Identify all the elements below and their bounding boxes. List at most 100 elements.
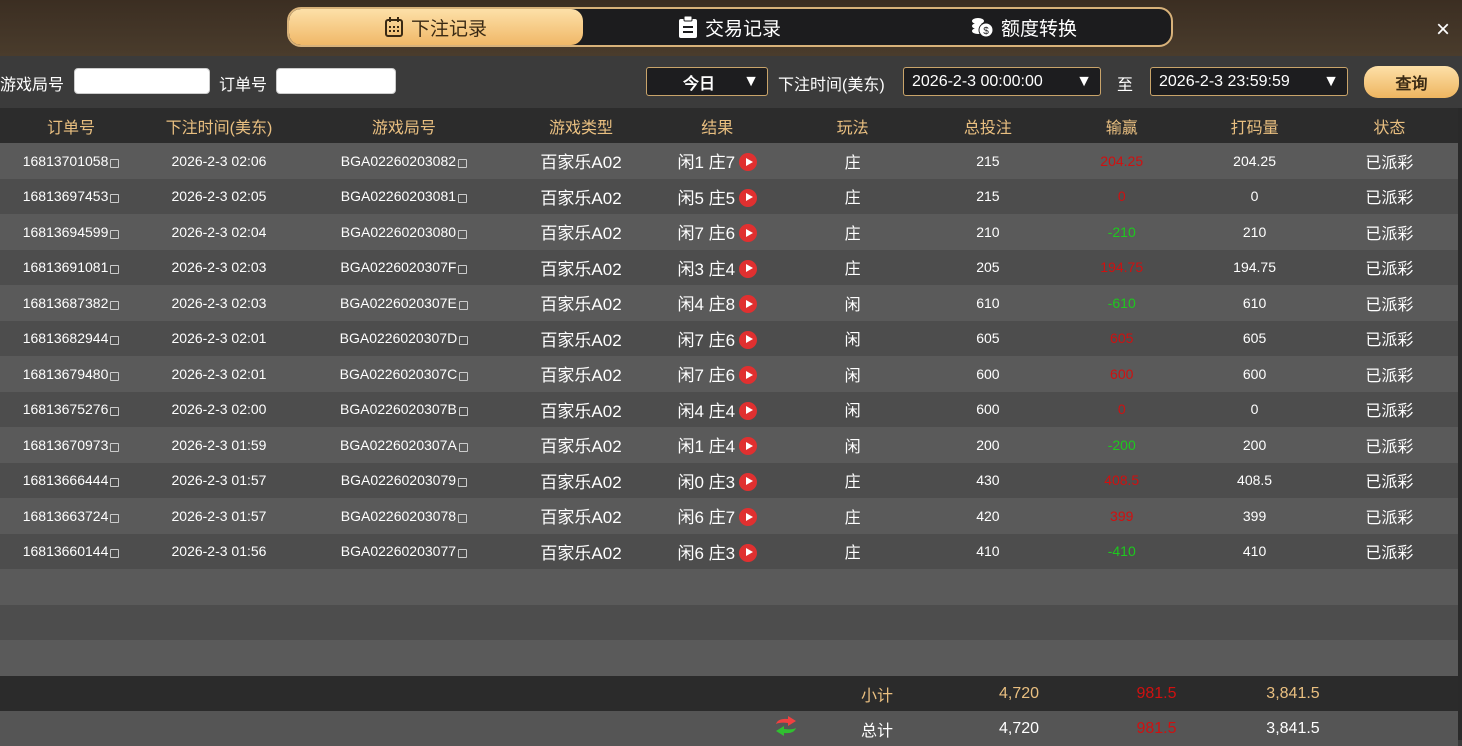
play-replay-icon[interactable] [739,330,758,349]
end-time-select[interactable]: 2026-2-3 23:59:59 ▼ [1150,67,1348,96]
copy-icon[interactable] [458,407,468,417]
total-bet-text: 205 [976,259,1000,276]
total-bet: 4,720 [998,719,1040,737]
play-replay-icon[interactable] [739,366,758,385]
calendar-icon [384,17,403,37]
subtotal-winloss: 981.5 [1136,684,1177,702]
tab-credit-transfer[interactable]: $ 额度转换 [877,9,1171,45]
win-loss-text: 0 [1117,188,1126,205]
copy-icon[interactable] [110,478,120,488]
copy-icon[interactable] [458,229,468,239]
game-no-text: BGA0226020307F [340,259,457,276]
order-no-text: 16813682944 [22,330,109,347]
game-type-text: 百家乐A02 [540,153,622,173]
copy-icon[interactable] [459,371,469,381]
order-no-input[interactable] [276,68,396,94]
play-replay-icon[interactable] [739,508,758,527]
bet-time-text: 2026-2-3 02:01 [171,365,267,382]
cell-valid-bet: 408.5 [1188,472,1320,488]
game-type-text: 百家乐A02 [540,366,622,386]
valid-bet-text: 200 [1242,436,1267,453]
query-button[interactable]: 查询 [1364,66,1459,98]
copy-icon[interactable] [459,336,469,346]
col-header-bet-time: 下注时间(美东) [165,119,273,137]
copy-icon[interactable] [458,549,468,559]
play-replay-icon[interactable] [739,224,758,243]
start-time-select[interactable]: 2026-2-3 00:00:00 ▼ [903,67,1101,96]
valid-bet-text: 410 [1242,543,1267,560]
copy-icon[interactable] [110,371,120,381]
cell-status: 已派彩 [1321,255,1458,279]
cell-status: 已派彩 [1321,468,1458,492]
cell-game-type: 百家乐A02 [512,361,650,386]
time-label: 下注时间(美东) [778,77,885,94]
cell-game-type: 百家乐A02 [512,290,650,315]
win-loss-text: -210 [1107,223,1136,240]
copy-icon[interactable] [110,300,120,310]
copy-icon[interactable] [110,513,120,523]
period-value: 今日 [683,75,716,93]
cell-win-loss: 605 [1055,330,1188,346]
cell-result: 闲7 庄6 [650,326,784,351]
order-no-label: 订单号 [219,77,268,94]
subtotal-row: 小计 4,720 981.5 3,841.5 [0,676,1458,711]
game-no-input[interactable] [74,68,210,94]
scrollbar[interactable] [1458,108,1462,740]
cell-total-bet: 205 [921,259,1055,275]
total-bet-text: 215 [976,188,1000,205]
play-replay-icon[interactable] [739,437,758,456]
win-loss-text: -610 [1107,294,1136,311]
tab-transaction-records[interactable]: 交易记录 [583,9,877,45]
play-replay-icon[interactable] [739,153,758,172]
copy-icon[interactable] [110,336,120,346]
cell-order-no: 16813679480 [0,366,142,382]
play-replay-icon[interactable] [739,259,758,278]
game-type-text: 百家乐A02 [540,472,622,492]
result-text: 闲7 庄6 [677,224,736,244]
cell-order-no: 16813670973 [0,437,142,453]
period-select[interactable]: 今日 ▼ [646,67,768,96]
cell-game-no: BGA0226020307C [296,366,512,382]
cell-valid-bet: 610 [1188,295,1320,311]
valid-bet-text: 210 [1242,223,1267,240]
status-text: 已派彩 [1365,296,1414,314]
total-bet-text: 430 [976,472,1000,489]
total-bet-text: 605 [976,330,1000,347]
valid-bet-text: 605 [1242,330,1267,347]
copy-icon[interactable] [458,478,468,488]
play-replay-icon[interactable] [739,472,758,491]
cell-order-no: 16813682944 [0,330,142,346]
bet-type-text: 庄 [844,261,861,279]
play-replay-icon[interactable] [739,295,758,314]
refresh-icon[interactable] [774,715,798,737]
order-no-text: 16813660144 [22,543,109,560]
cell-order-no: 16813663724 [0,508,142,524]
tab-bet-records[interactable]: 下注记录 [289,9,583,45]
cell-valid-bet: 410 [1188,543,1320,559]
copy-icon[interactable] [458,513,468,523]
copy-icon[interactable] [110,194,120,204]
game-type-text: 百家乐A02 [540,259,622,279]
copy-icon[interactable] [110,229,120,239]
cell-bet-type: 庄 [784,504,920,528]
copy-icon[interactable] [458,158,468,168]
copy-icon[interactable] [458,442,468,452]
cell-bet-time: 2026-2-3 02:04 [142,224,296,240]
cell-game-type: 百家乐A02 [512,148,650,173]
cell-game-type: 百家乐A02 [512,468,650,493]
copy-icon[interactable] [110,407,120,417]
play-replay-icon[interactable] [739,188,758,207]
order-no-text: 16813679480 [22,365,109,382]
play-replay-icon[interactable] [739,543,758,562]
copy-icon[interactable] [110,549,120,559]
copy-icon[interactable] [458,265,468,275]
copy-icon[interactable] [458,194,468,204]
close-icon[interactable]: × [1435,16,1450,43]
copy-icon[interactable] [458,300,468,310]
cell-bet-type: 闲 [784,397,920,421]
play-replay-icon[interactable] [739,401,758,420]
copy-icon[interactable] [110,442,120,452]
copy-icon[interactable] [110,265,120,275]
copy-icon[interactable] [110,158,120,168]
bet-time-text: 2026-2-3 02:03 [171,294,267,311]
